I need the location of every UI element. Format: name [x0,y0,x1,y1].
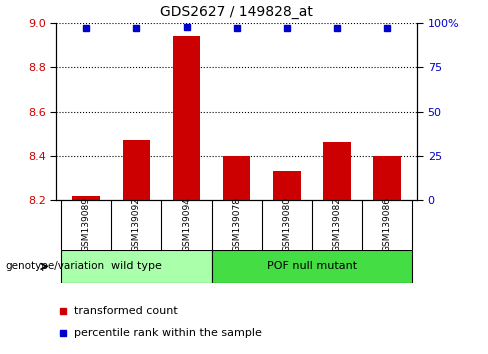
Text: GSM139082: GSM139082 [332,197,342,252]
Text: transformed count: transformed count [74,306,178,316]
Title: GDS2627 / 149828_at: GDS2627 / 149828_at [160,5,313,19]
Bar [223,156,250,200]
Text: GSM139094: GSM139094 [182,197,191,252]
Bar [212,250,412,283]
Bar [373,156,401,200]
Bar [323,142,351,200]
Text: GSM139080: GSM139080 [283,197,291,252]
Bar [173,36,200,200]
Text: wild type: wild type [111,261,162,272]
Bar [61,250,212,283]
Text: GSM139086: GSM139086 [383,197,392,252]
Text: GSM139089: GSM139089 [81,197,91,252]
Text: POF null mutant: POF null mutant [267,261,357,272]
Text: genotype/variation: genotype/variation [5,261,104,272]
Bar [273,171,301,200]
Bar [72,195,100,200]
Text: GSM139078: GSM139078 [232,197,241,252]
Text: percentile rank within the sample: percentile rank within the sample [74,328,262,338]
Text: GSM139092: GSM139092 [132,197,141,252]
Bar [122,140,150,200]
